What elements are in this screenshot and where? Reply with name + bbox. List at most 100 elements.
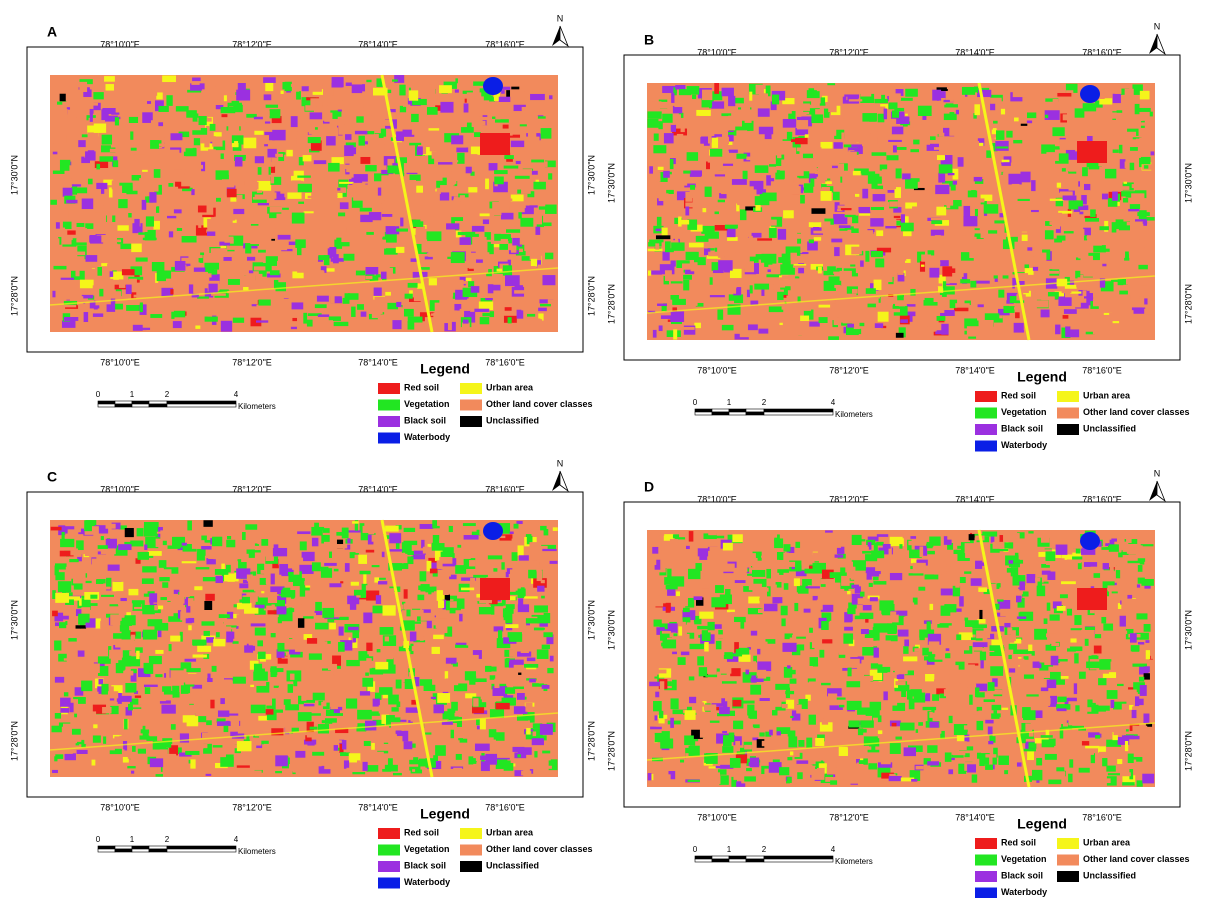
land-patch bbox=[197, 105, 210, 113]
land-patch bbox=[457, 153, 464, 164]
land-patch bbox=[298, 712, 312, 721]
land-patch bbox=[1113, 94, 1121, 103]
land-patch bbox=[204, 601, 212, 610]
land-patch bbox=[523, 631, 530, 641]
land-patch bbox=[203, 577, 218, 581]
land-patch bbox=[134, 295, 139, 298]
land-patch bbox=[474, 132, 481, 137]
land-patch bbox=[346, 660, 360, 666]
land-patch bbox=[77, 223, 85, 227]
land-patch bbox=[1012, 184, 1020, 192]
land-patch bbox=[284, 699, 291, 705]
land-patch bbox=[224, 237, 233, 243]
land-patch bbox=[461, 588, 474, 591]
land-patch bbox=[427, 220, 432, 225]
land-patch bbox=[149, 656, 162, 664]
land-patch bbox=[395, 221, 401, 227]
land-patch bbox=[470, 578, 475, 585]
land-patch bbox=[793, 321, 797, 325]
land-patch bbox=[283, 293, 296, 298]
land-patch bbox=[204, 263, 219, 270]
land-patch bbox=[1132, 307, 1146, 313]
land-patch bbox=[501, 213, 514, 220]
land-patch bbox=[723, 164, 733, 166]
land-patch bbox=[230, 719, 239, 727]
land-patch bbox=[396, 680, 402, 689]
land-patch bbox=[771, 335, 784, 338]
land-patch bbox=[141, 148, 149, 152]
land-patch bbox=[52, 590, 55, 599]
land-patch bbox=[1107, 105, 1116, 111]
land-patch bbox=[116, 591, 128, 597]
land-patch bbox=[116, 558, 130, 565]
land-patch bbox=[1093, 245, 1106, 252]
land-patch bbox=[433, 704, 444, 713]
land-patch bbox=[59, 760, 67, 762]
land-patch bbox=[56, 222, 60, 228]
land-patch bbox=[655, 93, 666, 95]
land-patch bbox=[862, 189, 868, 199]
land-patch bbox=[259, 593, 269, 597]
land-patch bbox=[839, 225, 851, 228]
land-patch bbox=[778, 229, 786, 240]
longitude-label: 78°14'0"E bbox=[358, 357, 398, 367]
land-patch bbox=[266, 706, 274, 709]
land-patch bbox=[269, 228, 275, 239]
land-patch bbox=[330, 704, 338, 709]
land-patch bbox=[163, 306, 168, 309]
land-patch bbox=[127, 217, 132, 219]
land-patch bbox=[100, 621, 105, 628]
land-patch bbox=[242, 597, 250, 603]
land-patch bbox=[887, 109, 891, 113]
land-patch bbox=[754, 284, 769, 290]
land-patch bbox=[1037, 246, 1041, 248]
land-patch bbox=[334, 569, 339, 572]
land-patch bbox=[841, 208, 852, 210]
land-patch bbox=[313, 304, 326, 308]
land-patch bbox=[724, 279, 737, 288]
land-patch bbox=[432, 520, 437, 528]
land-patch bbox=[673, 329, 677, 339]
land-patch bbox=[237, 614, 250, 620]
land-patch bbox=[525, 703, 532, 712]
land-patch bbox=[935, 185, 949, 194]
land-patch bbox=[461, 115, 470, 119]
land-patch bbox=[533, 731, 537, 736]
land-patch bbox=[517, 310, 524, 319]
land-patch bbox=[493, 568, 497, 571]
land-patch bbox=[377, 649, 381, 652]
land-patch bbox=[771, 290, 784, 292]
land-patch bbox=[352, 632, 359, 638]
land-patch bbox=[469, 527, 477, 531]
land-patch bbox=[748, 222, 753, 230]
land-patch bbox=[943, 281, 946, 288]
land-patch bbox=[221, 153, 224, 159]
land-patch bbox=[413, 757, 418, 763]
land-patch bbox=[344, 145, 354, 156]
land-patch bbox=[407, 193, 420, 196]
land-patch bbox=[253, 571, 256, 575]
land-patch bbox=[675, 85, 685, 89]
land-patch bbox=[384, 137, 392, 145]
land-patch bbox=[131, 244, 142, 253]
land-patch bbox=[926, 188, 933, 195]
land-patch bbox=[261, 166, 268, 176]
land-patch bbox=[102, 707, 111, 713]
land-patch bbox=[102, 135, 112, 145]
land-patch bbox=[177, 299, 186, 305]
land-patch bbox=[324, 542, 332, 551]
land-patch bbox=[1020, 245, 1028, 253]
legend-title: Legend bbox=[420, 361, 470, 377]
legend-swatch bbox=[378, 400, 400, 411]
land-patch bbox=[486, 328, 497, 332]
land-patch bbox=[468, 655, 479, 664]
longitude-label: 78°10'0"E bbox=[100, 802, 140, 812]
land-patch bbox=[254, 581, 259, 592]
land-patch bbox=[118, 544, 131, 550]
land-patch bbox=[1015, 312, 1020, 318]
land-patch bbox=[80, 280, 94, 289]
land-patch bbox=[476, 179, 480, 185]
land-patch bbox=[794, 95, 804, 100]
land-patch bbox=[1136, 613, 1147, 619]
latitude-label: 17°30'0"N bbox=[1183, 163, 1193, 203]
